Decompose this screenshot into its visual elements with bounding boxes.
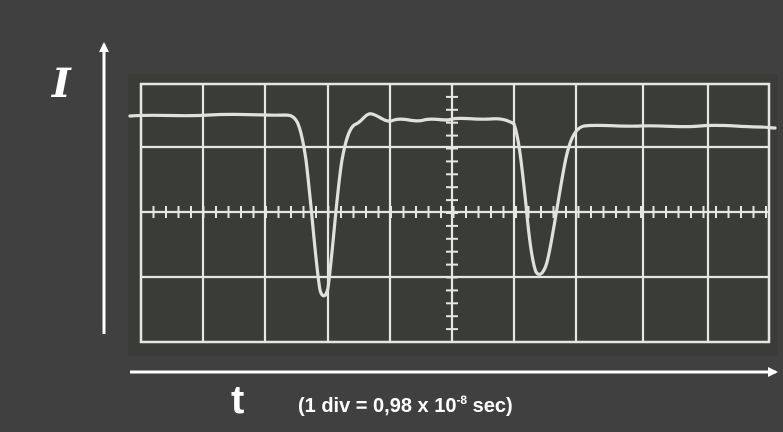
- scale-note-exponent: -8: [456, 393, 468, 407]
- graticule-minor-ticks: [152, 95, 767, 331]
- signal-trace: [128, 112, 777, 298]
- time-scale-note: (1 div = 0,98 x 10-8 sec): [298, 393, 513, 417]
- scale-note-suffix: sec): [467, 395, 513, 417]
- y-axis-label: I: [52, 60, 71, 107]
- scale-note-prefix: (1 div = 0,98 x 10: [298, 395, 457, 417]
- x-axis-label: t: [231, 378, 245, 422]
